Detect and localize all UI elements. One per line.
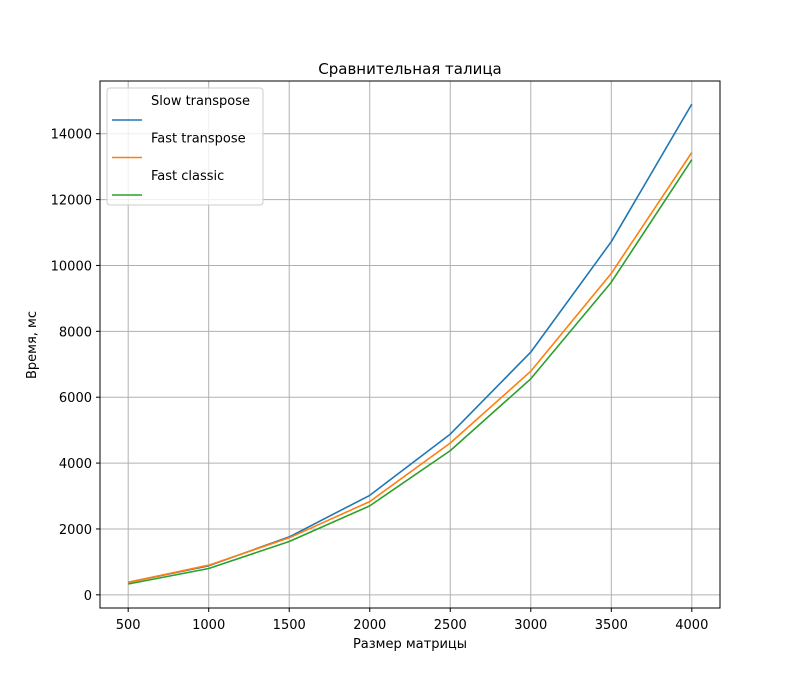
y-axis-label: Время, мс: [25, 311, 40, 379]
axis-ticks: 500 1000 1500 2000 2500 3000 3500 4000 0 2000 4000…: [51, 128, 709, 633]
x-tick-label: 1000: [192, 618, 225, 633]
legend-label: Fast classic: [151, 169, 224, 184]
series-line-fast-transpose: [128, 152, 693, 584]
x-tick-label: 500: [116, 618, 141, 633]
x-tick-label: 3500: [595, 618, 628, 633]
x-tick-label: 2000: [353, 618, 386, 633]
series-line-fast-classic: [128, 159, 693, 585]
legend-label: Slow transpose: [151, 94, 250, 109]
y-tick-label: 8000: [59, 325, 92, 340]
chart-title: Сравнительная талица: [318, 60, 501, 78]
legend-label: Fast transpose: [151, 132, 246, 147]
x-tick-label: 4000: [675, 618, 708, 633]
x-axis-label: Размер матрицы: [353, 637, 467, 652]
series-lines: [128, 103, 693, 585]
y-tick-label: 6000: [59, 391, 92, 406]
y-tick-label: 12000: [51, 194, 92, 209]
y-tick-label: 0: [84, 589, 92, 604]
x-tick-label: 1500: [273, 618, 306, 633]
legend-box: [106, 87, 264, 206]
plot-area-frame: [99, 80, 721, 609]
y-tick-label: 2000: [59, 523, 92, 538]
x-tick-label: 3000: [514, 618, 547, 633]
legend: Slow transpose Fast transpose Fast classic: [106, 87, 264, 206]
y-tick-label: 4000: [59, 457, 92, 472]
x-tick-label: 2500: [434, 618, 467, 633]
y-tick-label: 14000: [51, 128, 92, 143]
y-tick-label: 10000: [51, 259, 92, 274]
grid-lines: [100, 81, 720, 608]
